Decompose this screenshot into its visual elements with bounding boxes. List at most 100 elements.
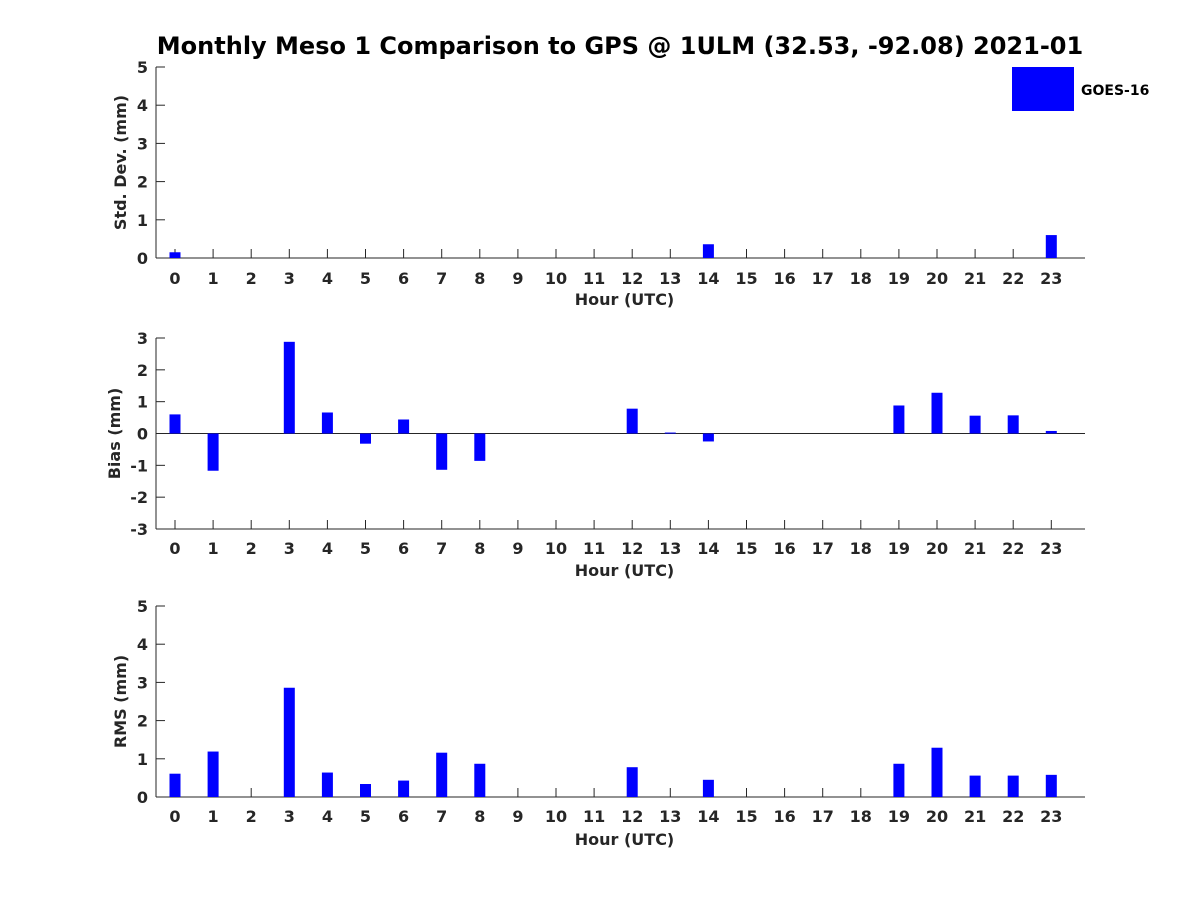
bias-bar-hour-6	[398, 419, 410, 434]
rms-bar-hour-6	[398, 780, 410, 797]
bias-y-tick-label: 2	[137, 361, 148, 380]
std-dev-x-tick-label: 22	[1002, 269, 1024, 288]
rms-x-tick-label: 13	[659, 807, 681, 826]
std-dev-x-tick-label: 19	[888, 269, 910, 288]
bias-x-tick-label: 20	[926, 539, 948, 558]
bias-bar-hour-0	[169, 414, 181, 434]
std-dev-bar-hour-23	[1045, 235, 1057, 258]
bias-bar-hour-14	[702, 433, 714, 442]
bias-x-tick-label: 11	[583, 539, 605, 558]
rms-x-tick-label: 7	[436, 807, 447, 826]
bias-y-axis-label: Bias (mm)	[105, 388, 124, 480]
rms-y-tick-label: 1	[137, 750, 148, 769]
std-dev-bar-hour-0	[169, 252, 181, 258]
std-dev-y-tick-label: 3	[137, 134, 148, 153]
rms-y-tick-label: 5	[137, 597, 148, 616]
rms-x-tick-label: 20	[926, 807, 948, 826]
bias-x-tick-label: 1	[208, 539, 219, 558]
std-dev-x-tick-label: 0	[169, 269, 180, 288]
bias-y-tick-label: -1	[130, 456, 148, 475]
rms-x-tick-label: 18	[850, 807, 872, 826]
bias-x-tick-label: 7	[436, 539, 447, 558]
rms-x-tick-label: 6	[398, 807, 409, 826]
std-dev-x-tick-label: 21	[964, 269, 986, 288]
std-dev-y-tick-label: 0	[137, 249, 148, 268]
bias-x-tick-label: 19	[888, 539, 910, 558]
bias-bar-hour-3	[283, 341, 295, 434]
rms-bar-hour-3	[283, 687, 295, 797]
rms-x-tick-label: 14	[697, 807, 719, 826]
std-dev-x-tick-label: 15	[735, 269, 757, 288]
bias-bar-hour-19	[893, 405, 905, 434]
bias-x-tick-label: 0	[169, 539, 180, 558]
bias-x-tick-label: 5	[360, 539, 371, 558]
bias-x-tick-label: 2	[246, 539, 257, 558]
rms-x-tick-label: 4	[322, 807, 333, 826]
rms-bar-hour-21	[969, 775, 981, 797]
rms-y-tick-label: 2	[137, 712, 148, 731]
rms-bar-hour-0	[169, 773, 181, 797]
bias-x-tick-label: 21	[964, 539, 986, 558]
bias-bar-hour-12	[626, 408, 638, 434]
rms-bar-hour-19	[893, 763, 905, 797]
rms-x-tick-label: 1	[208, 807, 219, 826]
std-dev-y-axis-label: Std. Dev. (mm)	[111, 95, 130, 230]
rms-x-tick-label: 2	[246, 807, 257, 826]
rms-bar-hour-5	[360, 784, 371, 797]
rms-x-tick-label: 21	[964, 807, 986, 826]
std-dev-x-tick-label: 11	[583, 269, 605, 288]
legend-swatch-goes-16	[1012, 67, 1074, 111]
bias-x-tick-label: 18	[850, 539, 872, 558]
rms-bar-hour-23	[1045, 774, 1057, 797]
bias-bar-hour-1	[207, 433, 219, 471]
bias-bar-hour-4	[321, 412, 333, 434]
std-dev-x-tick-label: 1	[208, 269, 219, 288]
bias-bar-hour-20	[931, 392, 943, 434]
std-dev-bar-hour-14	[702, 244, 714, 258]
rms-bar-hour-1	[207, 751, 219, 797]
bias-x-tick-label: 4	[322, 539, 333, 558]
bias-y-tick-label: 1	[137, 393, 148, 412]
bias-x-tick-label: 14	[697, 539, 719, 558]
bias-x-tick-label: 22	[1002, 539, 1024, 558]
bias-x-tick-label: 17	[812, 539, 834, 558]
bias-bar-hour-7	[436, 433, 448, 470]
bias-x-tick-label: 3	[284, 539, 295, 558]
bias-x-tick-label: 6	[398, 539, 409, 558]
std-dev-y-tick-label: 2	[137, 173, 148, 192]
bias-bar-hour-13	[664, 432, 676, 434]
std-dev-x-tick-label: 20	[926, 269, 948, 288]
bias-bar-hour-5	[360, 433, 371, 444]
rms-bar-hour-20	[931, 747, 943, 797]
std-dev-x-tick-label: 16	[773, 269, 795, 288]
std-dev-x-tick-label: 14	[697, 269, 719, 288]
rms-bar-hour-12	[626, 767, 638, 797]
std-dev-x-tick-label: 6	[398, 269, 409, 288]
rms-bar-hour-22	[1007, 775, 1019, 797]
std-dev-x-tick-label: 5	[360, 269, 371, 288]
rms-y-tick-label: 0	[137, 788, 148, 807]
rms-x-tick-label: 5	[360, 807, 371, 826]
rms-bar-hour-7	[436, 752, 448, 797]
bias-y-tick-label: 0	[137, 425, 148, 444]
rms-x-tick-label: 12	[621, 807, 643, 826]
std-dev-x-tick-label: 2	[246, 269, 257, 288]
std-dev-x-tick-label: 3	[284, 269, 295, 288]
bias-bar-hour-21	[969, 415, 981, 434]
rms-bar-hour-14	[702, 779, 714, 797]
rms-y-tick-label: 4	[137, 635, 148, 654]
std-dev-x-tick-label: 17	[812, 269, 834, 288]
std-dev-x-tick-label: 4	[322, 269, 333, 288]
bias-bar-hour-22	[1007, 415, 1019, 434]
bias-x-tick-label: 10	[545, 539, 567, 558]
bias-y-tick-label: 3	[137, 329, 148, 348]
bias-y-tick-label: -3	[130, 520, 148, 539]
bias-x-tick-label: 12	[621, 539, 643, 558]
bias-x-tick-label: 9	[512, 539, 523, 558]
std-dev-x-tick-label: 18	[850, 269, 872, 288]
rms-x-tick-label: 16	[773, 807, 795, 826]
